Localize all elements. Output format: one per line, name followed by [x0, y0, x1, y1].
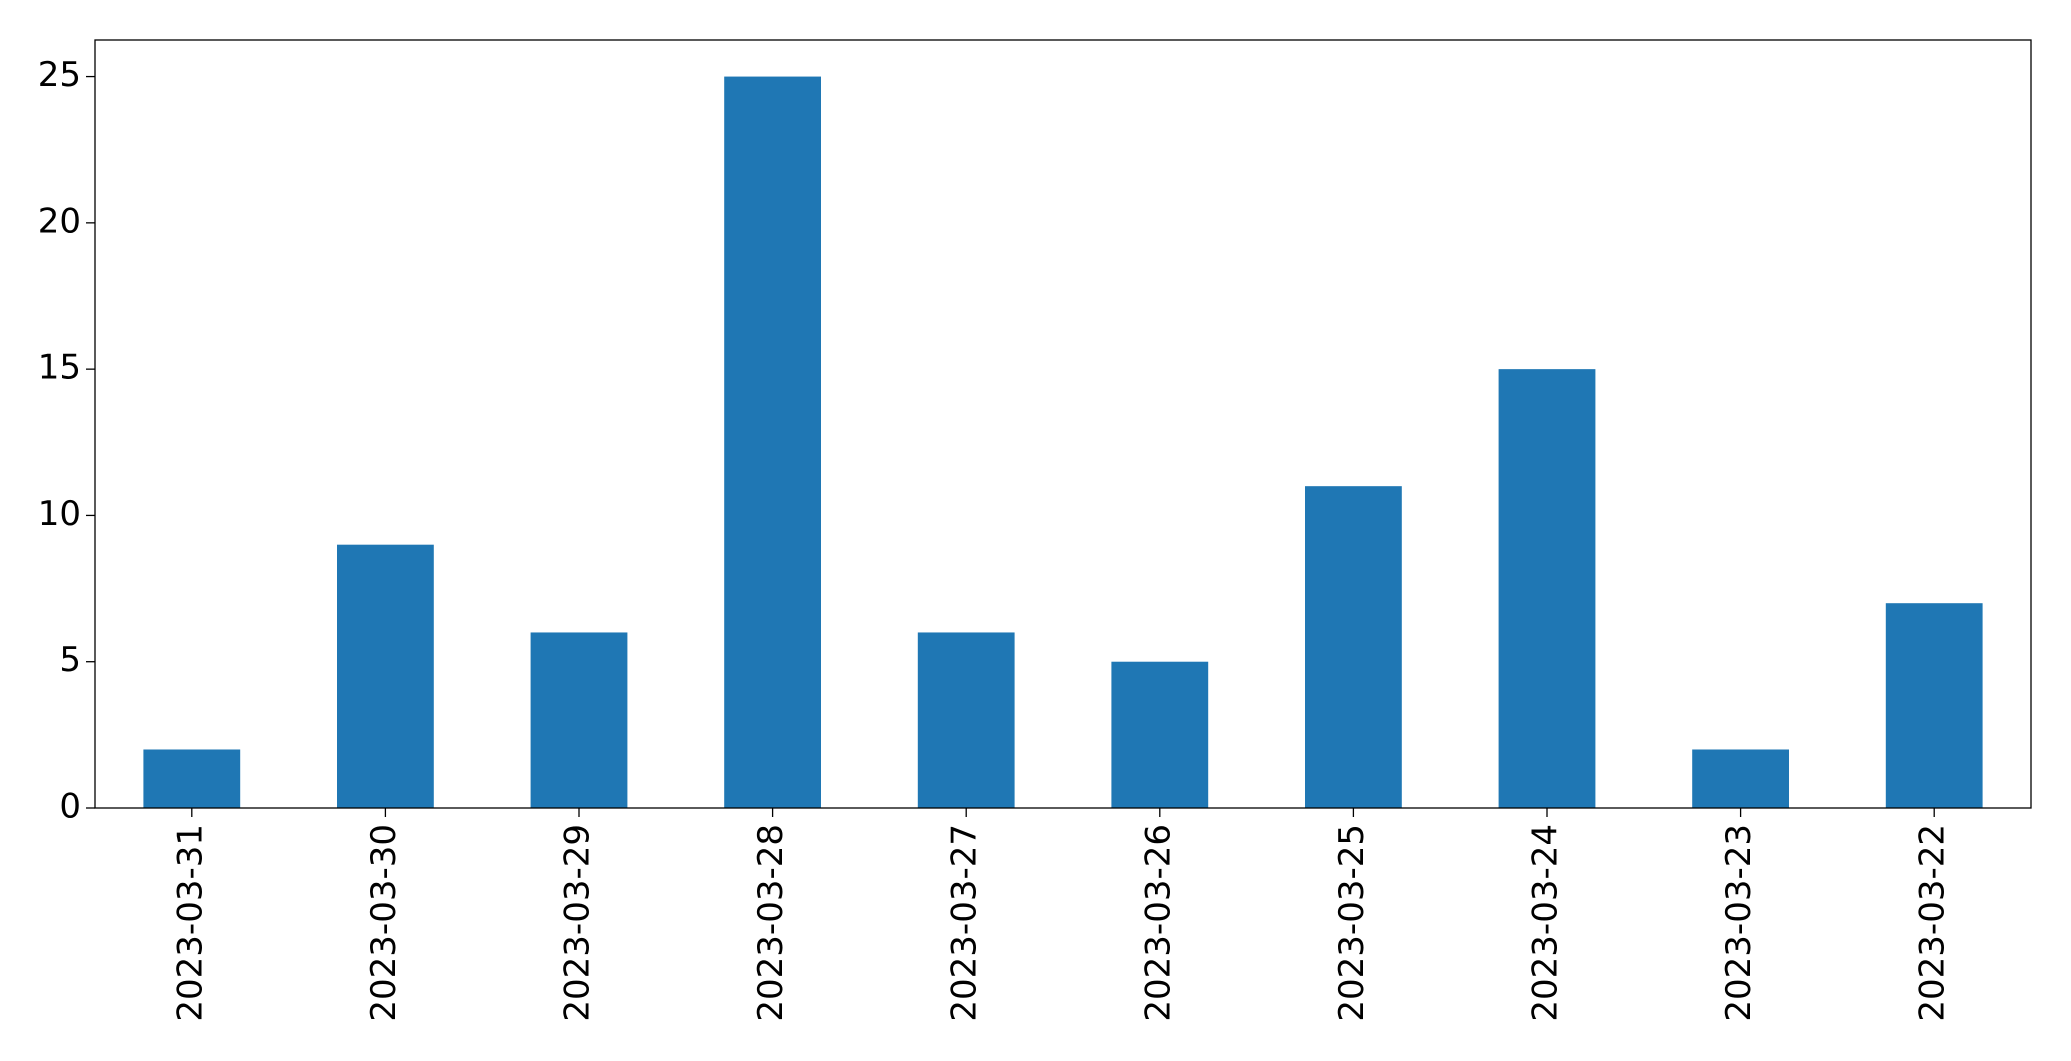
y-tick-label: 5: [59, 640, 81, 680]
bar: [1885, 603, 1983, 808]
bar: [1692, 749, 1789, 808]
x-tick-label: 2023-03-26: [1138, 824, 1178, 1022]
bar: [1305, 486, 1402, 808]
bar: [724, 76, 821, 809]
x-tick-label: 2023-03-28: [751, 824, 791, 1022]
y-tick-label: 20: [38, 201, 81, 241]
x-tick-label: 2023-03-30: [364, 824, 404, 1022]
y-tick-label: 10: [38, 494, 81, 534]
bar: [530, 632, 628, 808]
x-tick-label: 2023-03-22: [1913, 824, 1953, 1022]
bar: [917, 632, 1015, 808]
y-tick-label: 15: [38, 348, 81, 388]
axes-frame: [94, 39, 2032, 809]
x-tick-label: 2023-03-24: [1526, 824, 1566, 1022]
x-tick-label: 2023-03-31: [170, 824, 210, 1022]
bar: [1111, 661, 1209, 808]
bar: [337, 544, 434, 808]
x-tick-label: 2023-03-29: [558, 824, 598, 1022]
y-tick-label: 25: [38, 55, 81, 95]
bar: [143, 749, 241, 808]
x-tick-label: 2023-03-23: [1719, 824, 1759, 1022]
y-tick-label: 0: [59, 787, 81, 827]
x-tick-label: 2023-03-25: [1332, 824, 1372, 1022]
x-tick-label: 2023-03-27: [945, 824, 985, 1022]
bar: [1498, 369, 1596, 808]
